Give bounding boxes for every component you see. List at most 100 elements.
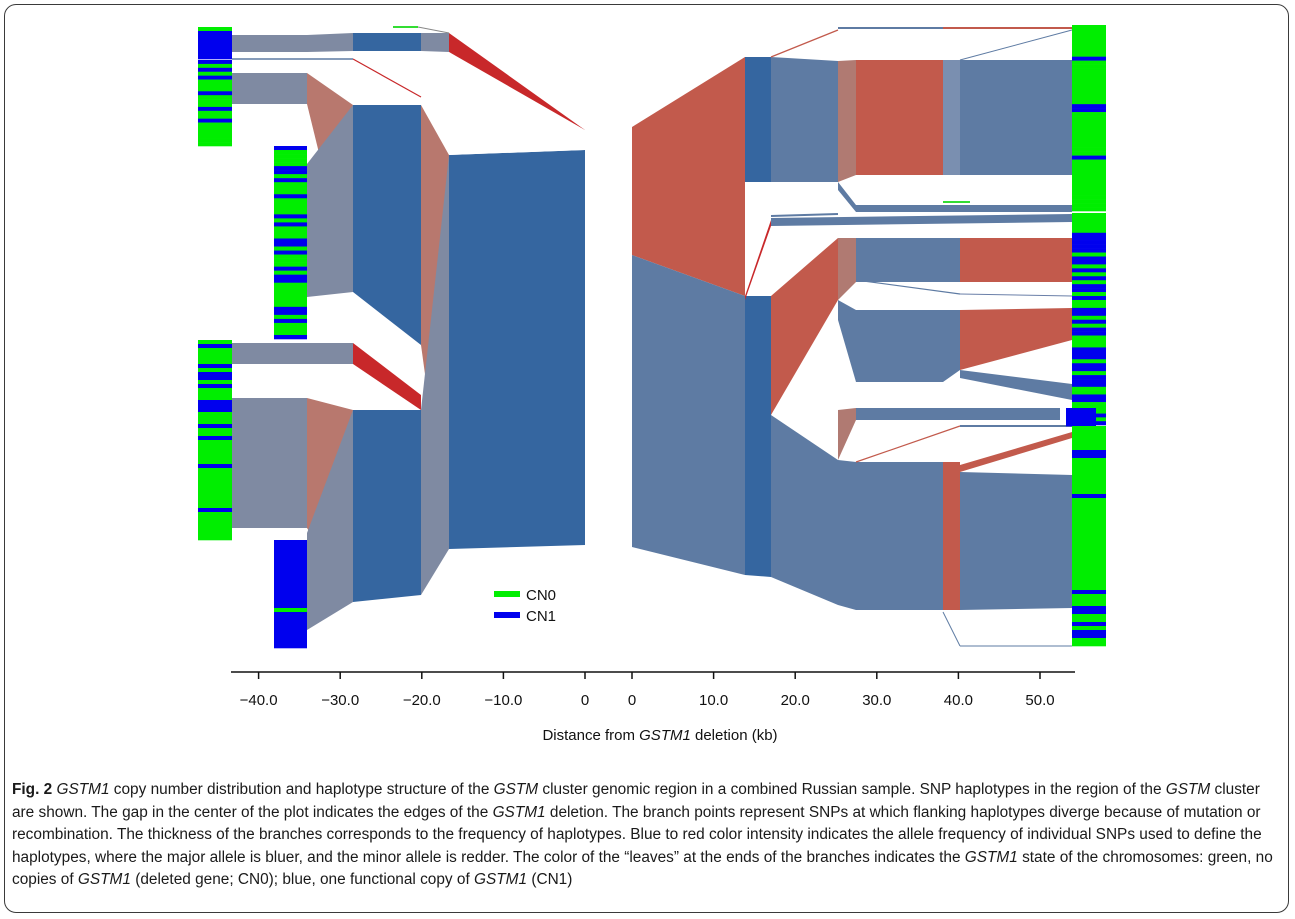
left-tick-label: −30.0 (321, 692, 359, 709)
caption-part: (CN1) (527, 871, 573, 889)
branch-segment (856, 310, 943, 382)
branch-segment (307, 33, 353, 52)
branch-segment (943, 310, 960, 382)
branch-segment (353, 343, 421, 410)
branch-segment (232, 343, 307, 364)
caption-part: deletion. The branch points represent SN… (12, 803, 1262, 866)
branch-segment (856, 60, 943, 175)
branch-segment (838, 60, 856, 182)
branch-segment (943, 462, 960, 610)
branch-segment (745, 296, 771, 577)
branch-segment (943, 60, 960, 175)
haplotype-leaves (198, 25, 1106, 649)
caption-part: GSTM1 (964, 848, 1018, 866)
branch-segment (745, 220, 771, 300)
branch-line (417, 26, 450, 34)
branch-segment (771, 238, 838, 415)
figure-caption: Fig. 2 GSTM1 copy number distribution an… (12, 779, 1282, 892)
leaf-0 (198, 27, 232, 60)
legend-swatch-cn0 (494, 591, 520, 597)
branch-line (770, 29, 839, 58)
leaf-4 (274, 540, 307, 649)
branch-segment (856, 205, 1072, 212)
left-tick-label: −10.0 (484, 692, 522, 709)
x-axis-title-prefix: Distance from (542, 727, 639, 744)
branch-segment (838, 238, 856, 300)
leaf-8 (1066, 408, 1096, 427)
right-tick-label: 0 (628, 692, 636, 709)
leaf-2 (274, 146, 307, 340)
right-tick-label: 30.0 (862, 692, 891, 709)
branch-segment (307, 343, 353, 364)
caption-part: GSTM1 (77, 871, 131, 889)
x-axis-title: Distance from GSTM1 deletion (kb) (542, 727, 777, 744)
branch-segment (943, 238, 960, 282)
branch-segment (421, 155, 449, 595)
branch-line (855, 279, 961, 295)
branch-segment (838, 408, 856, 460)
leaf-3 (198, 340, 232, 541)
branch-segment (960, 432, 1072, 472)
branch-segment (421, 33, 449, 52)
haplotype-branches (232, 26, 1073, 647)
x-axis (231, 671, 1075, 679)
branch-segment (771, 214, 1072, 226)
right-tick-label: 40.0 (944, 692, 973, 709)
right-tick-label: 20.0 (781, 692, 810, 709)
branch-segment (960, 60, 1072, 175)
branch-line (959, 29, 1073, 61)
leaf-6 (1072, 213, 1106, 384)
caption-body: GSTM1 copy number distribution and haplo… (12, 781, 1273, 888)
branch-segment (232, 35, 307, 52)
branch-segment (232, 73, 307, 104)
branch-segment (771, 57, 838, 182)
branch-line (942, 611, 961, 647)
branch-line (352, 58, 422, 98)
branch-segment (960, 472, 1072, 610)
branch-line (855, 425, 961, 463)
legend-label-cn1: CN1 (526, 608, 556, 625)
branch-segment (960, 238, 1072, 282)
branch-segment (960, 370, 1072, 400)
caption-part: cluster are shown. The gap in the center… (12, 781, 1260, 821)
caption-part: GSTM1 (474, 871, 528, 889)
branch-line (770, 213, 839, 217)
caption-part: cluster genomic region in a combined Rus… (538, 781, 1166, 798)
branch-line (959, 293, 1073, 297)
caption-part: (deleted gene; CN0); blue, one functiona… (130, 871, 475, 889)
branch-segment (838, 300, 856, 382)
branch-segment (856, 462, 943, 610)
branch-segment (838, 460, 856, 610)
branch-segment (632, 255, 745, 575)
branch-segment (353, 33, 421, 51)
caption-part: GSTM (1165, 781, 1211, 798)
branch-segment (353, 105, 421, 345)
x-axis-title-gene: GSTM1 (639, 727, 691, 744)
branch-segment (307, 105, 353, 297)
branch-segment (307, 410, 353, 630)
left-tick-label: 0 (581, 692, 589, 709)
caption-part: GSTM1 (56, 781, 110, 798)
leaf-9 (1072, 426, 1106, 647)
legend-swatch-cn1 (494, 612, 520, 618)
x-axis-title-suffix: deletion (kb) (691, 727, 778, 744)
branch-segment (449, 150, 585, 549)
right-tick-label: 50.0 (1025, 692, 1054, 709)
leaf-5 (1072, 25, 1106, 212)
branch-segment (838, 182, 856, 212)
left-tick-label: −40.0 (240, 692, 278, 709)
branch-segment (449, 52, 585, 155)
branch-segment (745, 57, 771, 182)
branch-segment (960, 308, 1072, 370)
caption-part: GSTM (493, 781, 539, 798)
branch-segment (856, 408, 1060, 420)
branch-segment (232, 398, 307, 528)
caption-part: copy number distribution and haplotype s… (109, 781, 494, 798)
figure-label: Fig. 2 (12, 781, 53, 798)
branch-segment (632, 57, 745, 296)
leaf-1 (198, 60, 232, 147)
legend-label-cn0: CN0 (526, 587, 556, 604)
branch-segment (856, 238, 943, 282)
branch-segment (771, 415, 838, 605)
